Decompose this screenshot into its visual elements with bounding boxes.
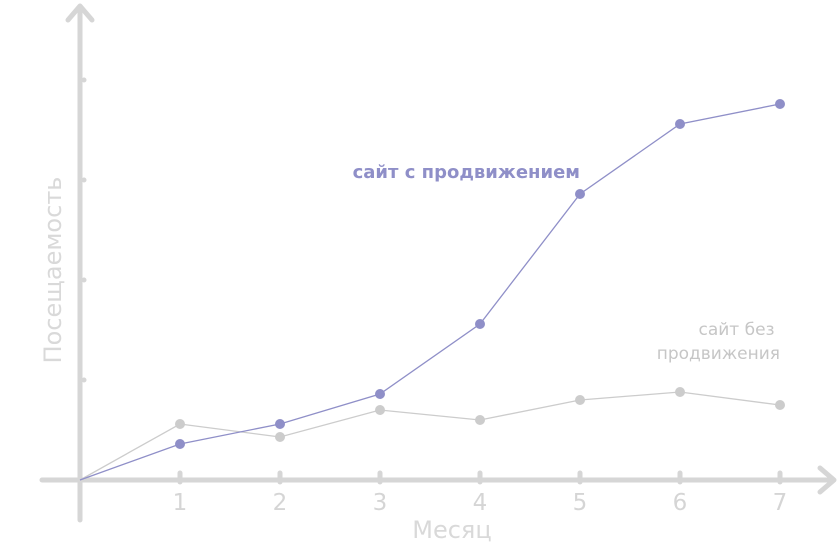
series-line-unpromoted — [79, 391, 781, 481]
point-promoted-1 — [175, 439, 185, 449]
point-unpromoted-3 — [375, 405, 385, 415]
y-tick-4 — [81, 77, 87, 83]
point-promoted-3 — [375, 389, 385, 399]
point-unpromoted-1 — [175, 419, 185, 429]
point-promoted-7 — [775, 99, 785, 109]
axes — [39, 3, 837, 523]
point-promoted-2 — [275, 419, 285, 429]
point-promoted-5 — [575, 189, 585, 199]
point-promoted-4 — [475, 319, 485, 329]
x-tick-label-2: 2 — [273, 490, 288, 516]
series-label-unpromoted-line-1: сайт без — [698, 320, 774, 340]
x-tick-label-5: 5 — [573, 490, 588, 516]
x-axis-title: Месяц — [412, 516, 491, 544]
x-tick-label-1: 1 — [173, 490, 188, 516]
series-lines — [79, 103, 781, 481]
x-tick-label-3: 3 — [373, 490, 388, 516]
y-tick-3 — [81, 177, 87, 183]
point-unpromoted-4 — [475, 415, 485, 425]
x-tick-labels: 1 2 3 4 5 6 7 — [173, 490, 788, 516]
x-tick-label-7: 7 — [773, 490, 788, 516]
x-tick-label-6: 6 — [673, 490, 688, 516]
x-axis-arrow-icon — [817, 465, 837, 495]
point-unpromoted-6 — [675, 387, 685, 397]
x-tick-label-4: 4 — [473, 490, 488, 516]
y-axis-title: Посещаемость — [39, 177, 67, 364]
series-label-unpromoted: сайт без продвижения — [657, 320, 780, 364]
point-unpromoted-2 — [275, 432, 285, 442]
series-points — [175, 99, 785, 449]
y-tick-2 — [81, 277, 87, 283]
point-promoted-6 — [675, 119, 685, 129]
series-line-promoted — [79, 103, 781, 481]
y-tick-1 — [81, 377, 87, 383]
point-unpromoted-7 — [775, 400, 785, 410]
series-label-unpromoted-line-2: продвижения — [657, 344, 780, 364]
series-label-promoted: сайт с продвижением — [353, 162, 580, 183]
y-axis-arrow-icon — [65, 3, 95, 23]
point-unpromoted-5 — [575, 395, 585, 405]
axis-ticks — [81, 77, 783, 485]
